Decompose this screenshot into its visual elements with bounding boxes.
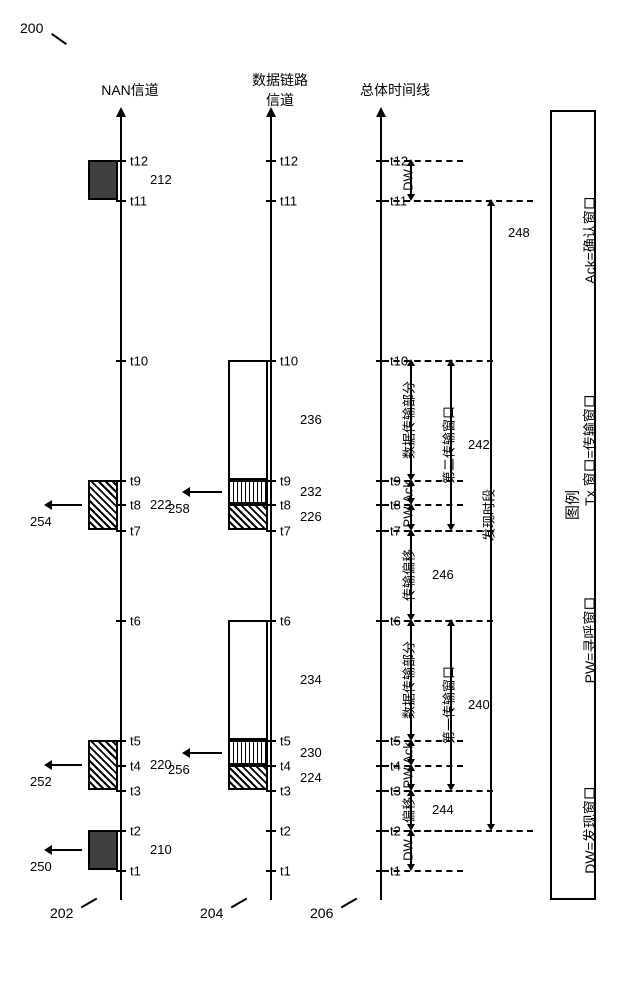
data-tick-t3 (266, 790, 276, 792)
nan-ref-arrow (81, 898, 98, 909)
nan-tick-label-t6: t6 (130, 614, 141, 629)
data-tick-label-t8: t8 (280, 498, 291, 513)
data-tick-label-t5: t5 (280, 734, 291, 749)
txwin-label-242: 第二传输窗口 (439, 406, 458, 484)
nan-box-ref-210: 210 (150, 842, 172, 857)
data-callout-num-256: 256 (168, 762, 190, 777)
data-tick-t7 (266, 530, 276, 532)
nan-tick-t7 (116, 530, 126, 532)
data-tick-label-t3: t3 (280, 784, 291, 799)
data-tick-label-t11: t11 (280, 194, 297, 209)
nan-tick-t10 (116, 360, 126, 362)
nan-tick-label-t5: t5 (130, 734, 141, 749)
txwin-ref-242: 242 (468, 437, 490, 452)
data-tick-label-t12: t12 (280, 154, 298, 169)
data-box-ref-234: 234 (300, 672, 322, 687)
legend-item-Tx: Tx 窗口=传输窗口 (580, 394, 600, 506)
nan-tick-t11 (116, 200, 126, 202)
data-callout-num-258: 258 (168, 501, 190, 516)
nan-tick-label-t9: t9 (130, 474, 141, 489)
nan-tick-t3 (116, 790, 126, 792)
nan-box-210 (88, 830, 118, 870)
data-axis-label: 数据链路 信道 (250, 70, 310, 110)
overall-ref: 206 (310, 905, 333, 921)
nan-tick-label-t1: t1 (130, 864, 141, 879)
nan-callout-num-252: 252 (30, 774, 52, 789)
data-box-224 (228, 765, 268, 790)
data-tick-label-t4: t4 (280, 759, 291, 774)
seg-label-t3-t4: PW (401, 767, 416, 788)
nan-tick-label-t7: t7 (130, 524, 141, 539)
legend-item-PW: PW=寻呼窗口 (580, 597, 600, 684)
seg-label-t4-t5: Ack (401, 742, 416, 764)
nan-box-ref-212: 212 (150, 172, 172, 187)
seg-label-t6-t7: 传输偏移 (399, 549, 418, 601)
seg-label-t5-t6: 数据传输部分 (399, 641, 418, 719)
nan-axis-label: NAN信道 (100, 80, 160, 100)
nan-tick-label-t10: t10 (130, 354, 148, 369)
figure-ref-arrow (51, 33, 67, 45)
seg-label-t11-t12: DW (401, 169, 416, 191)
data-tick-t1 (266, 870, 276, 872)
data-box-232 (228, 480, 268, 504)
legend-item-Ack: Ack=确认窗口 (580, 196, 600, 284)
seg-label-t7-t8: PW (401, 507, 416, 528)
data-ref: 204 (200, 905, 223, 921)
figure-ref: 200 (20, 20, 43, 36)
data-tick-t12 (266, 160, 276, 162)
data-box-ref-226: 226 (300, 509, 322, 524)
seg-label-t9-t10: 数据传输部分 (399, 381, 418, 459)
data-box-ref-230: 230 (300, 745, 322, 760)
data-ref-arrow (231, 898, 248, 909)
nan-tick-label-t11: t11 (130, 194, 147, 209)
nan-tick-label-t8: t8 (130, 498, 141, 513)
txwin-ref-240: 240 (468, 697, 490, 712)
nan-tick-label-t2: t2 (130, 824, 141, 839)
legend-item-DW: DW=发现窗口 (580, 786, 600, 874)
data-tick-label-t2: t2 (280, 824, 291, 839)
figure-ref-num: 200 (20, 20, 43, 36)
data-tick-label-t9: t9 (280, 474, 291, 489)
overall-axis (380, 115, 382, 900)
nan-callout-num-254: 254 (30, 514, 52, 529)
seg-sub-244: 244 (432, 802, 454, 817)
nan-axis (120, 115, 122, 900)
data-tick-t11 (266, 200, 276, 202)
data-axis (270, 115, 272, 900)
nan-tick-t1 (116, 870, 126, 872)
data-tick-label-t10: t10 (280, 354, 298, 369)
nan-ref: 202 (50, 905, 73, 921)
overall-dash-t1 (383, 870, 463, 872)
seg-sub-246: 246 (432, 567, 454, 582)
overall-dash-t12 (383, 160, 463, 162)
nan-box-212 (88, 160, 118, 200)
seg-label-t8-t9: Ack (401, 481, 416, 503)
data-box-234 (228, 620, 268, 740)
data-tick-label-t1: t1 (280, 864, 291, 879)
overall-ref-arrow (341, 898, 358, 909)
data-tick-label-t7: t7 (280, 524, 291, 539)
data-box-ref-236: 236 (300, 412, 322, 427)
overall-axis-label: 总体时间线 (360, 80, 420, 100)
discovery-ref: 248 (508, 225, 530, 240)
nan-tick-label-t3: t3 (130, 784, 141, 799)
data-box-ref-224: 224 (300, 770, 322, 785)
discovery-label: 发现时段 (479, 489, 498, 541)
txwin-label-240: 第一传输窗口 (439, 666, 458, 744)
data-box-226 (228, 504, 268, 530)
data-box-230 (228, 740, 268, 765)
data-tick-label-t6: t6 (280, 614, 291, 629)
nan-tick-label-t4: t4 (130, 759, 141, 774)
data-tick-t2 (266, 830, 276, 832)
seg-label-t1-t2: DW (401, 839, 416, 861)
nan-tick-t6 (116, 620, 126, 622)
data-box-ref-232: 232 (300, 484, 322, 499)
data-box-236 (228, 360, 268, 480)
nan-tick-label-t12: t12 (130, 154, 148, 169)
nan-callout-num-250: 250 (30, 859, 52, 874)
seg-label-t2-t3: 偏移 (399, 797, 418, 823)
nan-box-220 (88, 740, 118, 790)
nan-box-222 (88, 480, 118, 530)
